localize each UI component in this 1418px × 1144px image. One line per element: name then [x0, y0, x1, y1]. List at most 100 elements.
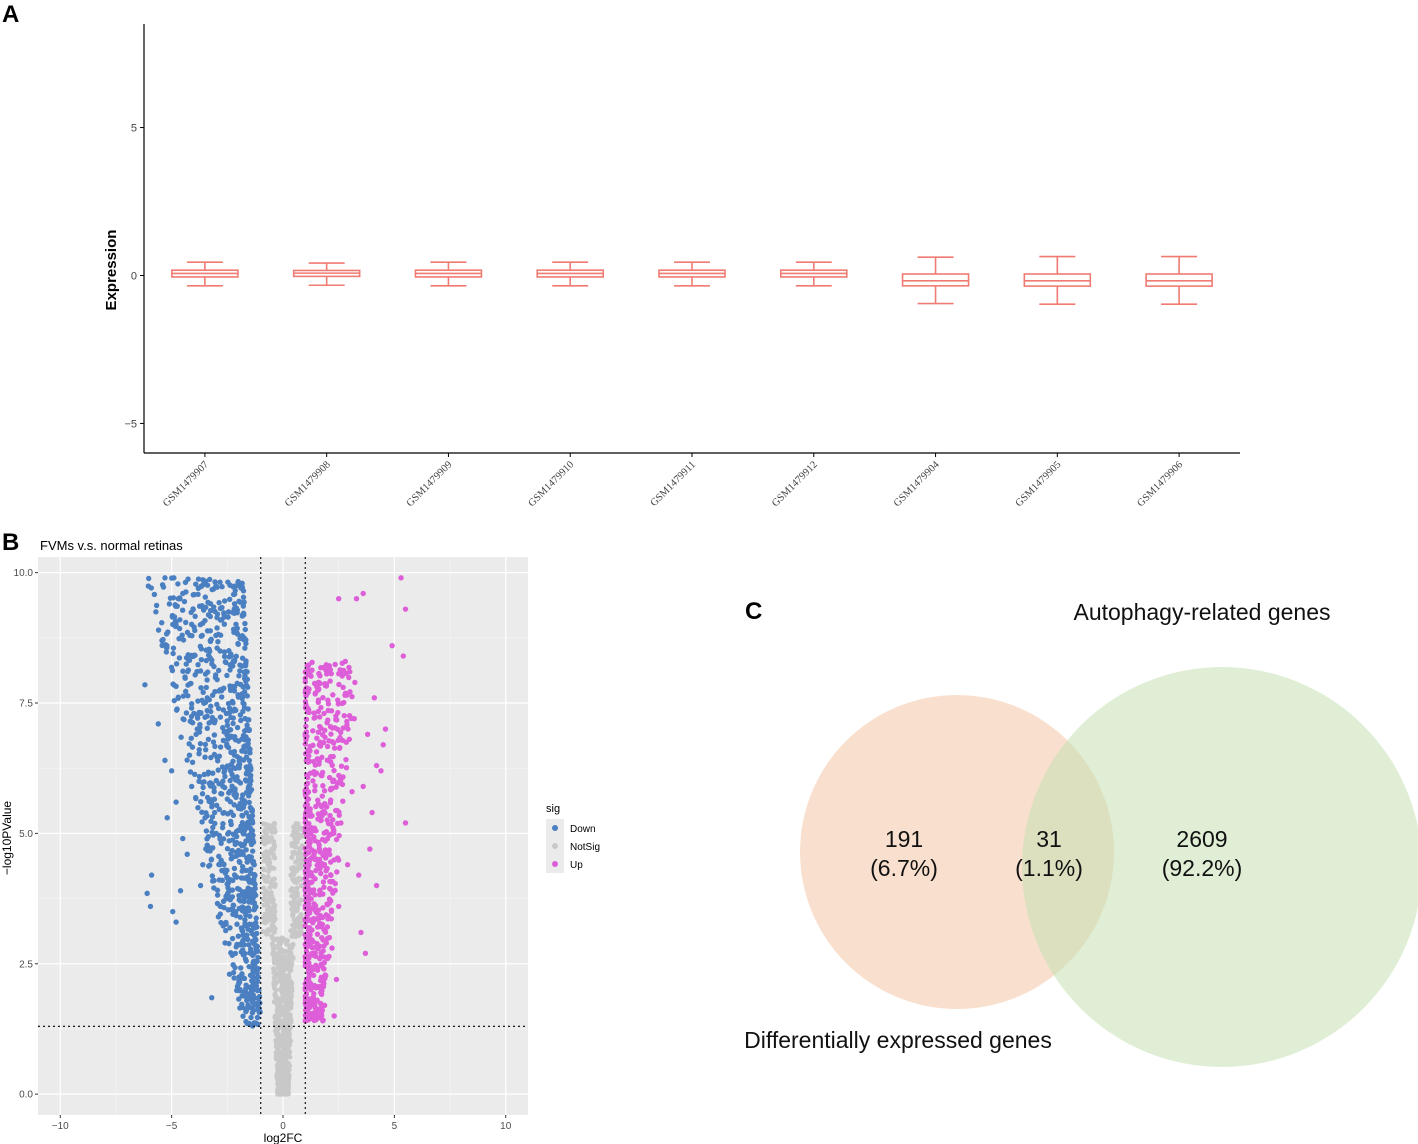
- down-point: [145, 583, 152, 589]
- notsig-point: [272, 855, 278, 861]
- up-point: [314, 1008, 320, 1014]
- down-point: [217, 714, 224, 720]
- down-point: [234, 885, 241, 892]
- down-point: [176, 655, 183, 661]
- down-point: [243, 778, 250, 784]
- notsig-point: [295, 852, 301, 859]
- notsig-point: [278, 1083, 285, 1089]
- down-point: [207, 613, 213, 620]
- boxplot-y-tick-label: 0: [131, 270, 137, 282]
- notsig-point: [261, 890, 268, 896]
- legend-up-label: Up: [570, 860, 583, 871]
- down-point: [214, 625, 220, 631]
- down-point: [186, 681, 193, 687]
- notsig-point: [285, 1002, 291, 1008]
- down-point: [229, 935, 236, 942]
- up-point: [402, 606, 409, 612]
- notsig-point: [271, 975, 277, 981]
- down-point: [197, 643, 204, 650]
- up-point: [398, 575, 404, 581]
- down-point: [250, 983, 256, 989]
- up-point: [316, 686, 322, 692]
- down-point: [193, 731, 199, 738]
- down-point: [214, 754, 220, 761]
- up-point: [315, 924, 321, 930]
- down-point: [246, 942, 252, 948]
- down-point: [164, 815, 170, 821]
- up-point: [324, 743, 331, 750]
- down-point: [212, 820, 218, 827]
- down-point: [234, 680, 240, 687]
- up-point: [330, 890, 336, 896]
- boxplot-x-tick-label: GSM1479909: [405, 459, 455, 509]
- up-point: [352, 679, 358, 686]
- down-point: [212, 608, 218, 615]
- down-point: [218, 694, 225, 700]
- up-point: [329, 817, 336, 823]
- down-point: [222, 728, 228, 735]
- up-point: [335, 737, 341, 743]
- notsig-point: [263, 830, 269, 836]
- down-point: [177, 888, 184, 894]
- notsig-point: [277, 1073, 284, 1079]
- down-point: [204, 677, 210, 683]
- notsig-point: [294, 893, 301, 899]
- down-point: [173, 919, 179, 925]
- volcano-x-tick-label: 5: [392, 1121, 398, 1132]
- up-point: [323, 912, 329, 918]
- up-point: [346, 674, 352, 681]
- down-point: [188, 621, 195, 627]
- up-point: [311, 851, 317, 857]
- down-point: [214, 584, 220, 590]
- up-point: [362, 950, 369, 957]
- down-point: [239, 748, 245, 754]
- down-point: [212, 743, 218, 750]
- down-point: [222, 940, 228, 946]
- down-point: [239, 939, 246, 945]
- down-point: [191, 652, 197, 658]
- box-GSM1479909: [414, 261, 483, 287]
- down-point: [242, 950, 248, 957]
- down-point: [185, 693, 191, 699]
- up-point: [304, 894, 311, 901]
- up-point: [328, 785, 334, 792]
- notsig-point: [272, 937, 278, 943]
- down-point: [189, 744, 196, 750]
- down-point: [243, 985, 249, 992]
- notsig-point: [265, 927, 271, 934]
- down-point: [162, 575, 168, 581]
- up-point: [325, 701, 332, 707]
- down-point: [220, 737, 227, 744]
- up-point: [324, 935, 331, 941]
- up-point: [309, 659, 315, 666]
- up-point: [311, 990, 317, 997]
- down-point: [153, 609, 159, 615]
- down-point: [241, 743, 248, 750]
- up-point: [323, 874, 329, 880]
- up-point: [317, 673, 323, 679]
- down-point: [211, 732, 218, 738]
- notsig-point: [286, 952, 292, 958]
- down-point: [175, 581, 181, 587]
- down-point: [179, 607, 186, 613]
- up-point: [323, 868, 329, 874]
- down-point: [248, 1014, 254, 1021]
- down-point: [252, 1020, 259, 1026]
- up-point: [312, 892, 318, 898]
- down-point: [196, 750, 202, 757]
- up-point: [327, 797, 334, 803]
- down-point: [144, 890, 150, 897]
- down-point: [251, 881, 258, 887]
- notsig-point: [271, 999, 277, 1005]
- down-point: [244, 932, 250, 938]
- down-point: [231, 975, 237, 981]
- up-point: [306, 955, 312, 961]
- notsig-point: [284, 984, 290, 990]
- down-point: [202, 741, 209, 748]
- up-point: [317, 714, 323, 720]
- up-point: [338, 820, 344, 826]
- down-point: [244, 765, 250, 771]
- up-point: [314, 931, 321, 937]
- down-point: [206, 798, 212, 805]
- box-GSM1479912: [779, 261, 848, 287]
